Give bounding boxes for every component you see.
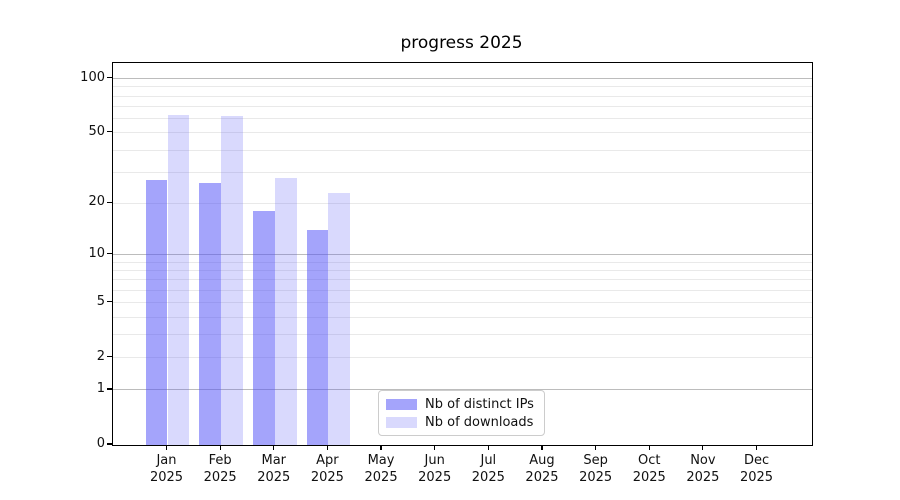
y-tick-mark [107, 356, 112, 358]
x-tick-mark [380, 445, 382, 450]
legend-item-downloads: Nb of downloads [386, 414, 536, 431]
y-tick-mark [107, 253, 112, 255]
x-tick-label-jun: Jun 2025 [408, 453, 462, 486]
y-tick-mark [107, 131, 112, 133]
y-tick-mark [107, 301, 112, 303]
x-tick-mark [595, 445, 597, 450]
gridline [113, 389, 812, 391]
y-tick-label-0: 0 [96, 436, 105, 451]
y-tick-mark [107, 77, 112, 79]
x-tick-mark [648, 445, 650, 450]
gridline [113, 118, 812, 120]
y-tick-mark [107, 201, 112, 203]
x-tick-label-jan: Jan 2025 [140, 453, 194, 486]
gridline [113, 334, 812, 336]
x-tick-mark [541, 445, 543, 450]
gridline [113, 78, 812, 80]
legend-swatch-distinct-ips [386, 399, 417, 411]
x-tick-year: 2025 [310, 469, 344, 485]
gridline [113, 302, 812, 304]
x-tick-label-jul: Jul 2025 [461, 453, 515, 486]
bar-ips-jan [145, 180, 168, 445]
y-tick-label-10: 10 [88, 245, 105, 261]
x-tick-label-oct: Oct 2025 [622, 453, 676, 486]
x-tick-mark [434, 445, 436, 450]
x-tick-year: 2025 [632, 469, 666, 485]
x-tick-mark [487, 445, 489, 450]
x-tick-label-sep: Sep 2025 [569, 453, 623, 486]
x-tick-year: 2025 [203, 469, 237, 485]
y-tick-label-2: 2 [96, 348, 105, 364]
bar-downloads-jan [167, 114, 190, 445]
legend: Nb of distinct IPs Nb of downloads [378, 390, 545, 436]
legend-label-downloads: Nb of downloads [425, 414, 534, 430]
gridline [113, 316, 812, 318]
gridline [113, 270, 812, 272]
x-tick-mark [219, 445, 221, 450]
legend-item-distinct-ips: Nb of distinct IPs [386, 396, 536, 413]
y-tick-mark [107, 443, 112, 445]
bar-ips-mar [252, 211, 275, 445]
x-tick-year: 2025 [579, 469, 613, 485]
x-tick-mark [273, 445, 275, 450]
bar-downloads-mar [274, 177, 297, 445]
x-tick-label-dec: Dec 2025 [730, 453, 784, 486]
bar-downloads-apr [328, 192, 351, 445]
x-tick-mark [326, 445, 328, 450]
y-tick-mark [107, 388, 112, 390]
y-tick-label-5: 5 [96, 293, 105, 309]
x-tick-year: 2025 [739, 469, 774, 485]
gridline [113, 149, 812, 151]
x-tick-mark [702, 445, 704, 450]
y-tick-label-50: 50 [88, 123, 105, 139]
x-tick-mark [755, 445, 758, 450]
x-tick-label-aug: Aug 2025 [515, 453, 569, 486]
x-tick-year: 2025 [257, 469, 291, 485]
x-tick-label-nov: Nov 2025 [676, 453, 730, 486]
x-tick-label-may: May 2025 [354, 453, 408, 486]
y-tick-label-1: 1 [96, 380, 105, 396]
x-tick-label-feb: Feb 2025 [193, 453, 247, 486]
x-tick-label-apr: Apr 2025 [300, 453, 354, 486]
x-tick-year: 2025 [418, 469, 452, 485]
bar-ips-apr [306, 230, 329, 445]
x-tick-label-mar: Mar 2025 [247, 453, 301, 486]
bar-downloads-feb [221, 116, 243, 445]
legend-label-distinct-ips: Nb of distinct IPs [425, 397, 534, 413]
gridline [113, 254, 812, 256]
gridline [113, 279, 812, 281]
x-tick-year: 2025 [471, 469, 505, 485]
gridline [113, 86, 812, 88]
legend-swatch-downloads [386, 416, 417, 428]
x-tick-year: 2025 [149, 469, 184, 485]
y-tick-label-20: 20 [88, 194, 105, 210]
gridline [113, 106, 812, 108]
gridline [113, 95, 812, 97]
gridline [113, 290, 812, 292]
gridline [113, 132, 812, 134]
gridline [113, 171, 812, 173]
plot-area [112, 62, 813, 446]
y-tick-label-100: 100 [80, 69, 105, 85]
bar-ips-feb [199, 183, 222, 445]
x-tick-year: 2025 [364, 469, 398, 485]
x-tick-year: 2025 [525, 469, 559, 485]
gridline [113, 202, 812, 204]
x-tick-year: 2025 [686, 469, 720, 485]
gridline [113, 261, 812, 263]
gridline [113, 357, 812, 359]
x-tick-mark [165, 445, 168, 450]
chart-title: progress 2025 [400, 33, 523, 53]
